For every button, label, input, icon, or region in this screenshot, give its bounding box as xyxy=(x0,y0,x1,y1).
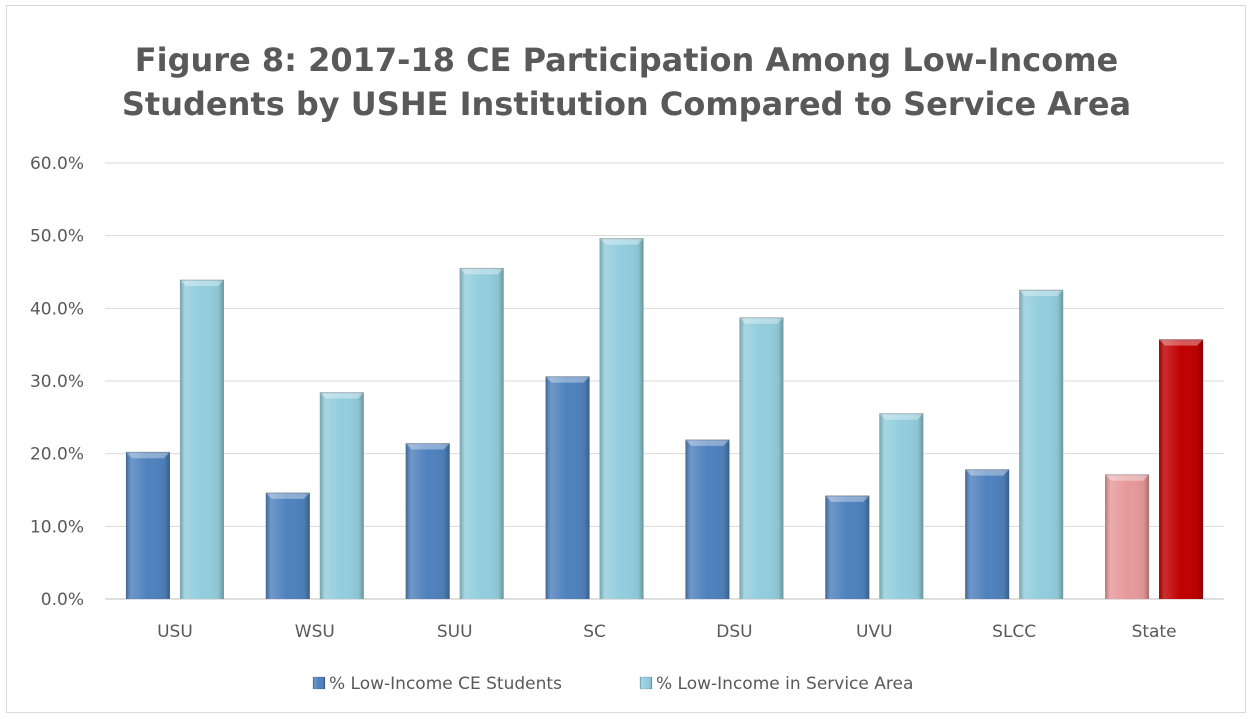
y-tick-label: 0.0% xyxy=(41,590,84,610)
bar-dsu-series-1 xyxy=(685,439,730,599)
bar-top-bevel xyxy=(1159,339,1204,346)
bar-shading xyxy=(459,268,504,599)
x-tick-label: WSU xyxy=(295,622,335,642)
bar-top-bevel xyxy=(965,469,1010,476)
bar-state-series-1 xyxy=(1105,474,1150,599)
bar-shading xyxy=(545,376,590,599)
x-tick-label: DSU xyxy=(716,622,752,642)
bar-slcc-series-2 xyxy=(1019,289,1064,599)
bar-shading xyxy=(265,492,310,599)
bar-top-bevel xyxy=(825,495,870,502)
legend-label: % Low-Income CE Students xyxy=(329,674,562,694)
bar-dsu-series-2 xyxy=(739,317,784,599)
bar-wsu-series-2 xyxy=(319,392,364,599)
y-tick-label: 20.0% xyxy=(30,445,84,465)
bar-shading xyxy=(1159,339,1204,599)
bar-uvu-series-2 xyxy=(879,413,924,599)
bar-top-bevel xyxy=(685,439,730,446)
bar-shading xyxy=(125,452,170,599)
bar-top-bevel xyxy=(459,268,504,275)
bar-sc-series-2 xyxy=(599,238,644,599)
x-tick-label: UVU xyxy=(856,622,893,642)
bar-shading xyxy=(879,413,924,599)
x-axis-ticks: USU WSU SUU SC DSU UVU SLCC State xyxy=(157,622,1176,642)
bar-top-bevel xyxy=(739,317,784,324)
bar-slcc-series-1 xyxy=(965,469,1010,599)
y-tick-label: 50.0% xyxy=(30,227,84,247)
bar-suu-series-2 xyxy=(459,267,504,599)
bar-uvu-series-1 xyxy=(825,495,870,599)
legend-label: % Low-Income in Service Area xyxy=(656,674,913,694)
legend: % Low-Income CE Students % Low-Income in … xyxy=(312,674,913,694)
bar-shading xyxy=(1105,474,1150,599)
bar-top-bevel xyxy=(599,238,644,245)
bar-shading xyxy=(1019,290,1064,599)
chart-title: Figure 8: 2017-18 CE Participation Among… xyxy=(0,38,1253,126)
x-tick-label: SUU xyxy=(437,622,473,642)
x-tick-label: SC xyxy=(583,622,606,642)
bar-usu-series-2 xyxy=(179,279,224,599)
chart-title-line-1: Figure 8: 2017-18 CE Participation Among… xyxy=(134,41,1119,79)
bar-shading xyxy=(965,469,1010,599)
x-tick-label: State xyxy=(1132,622,1177,642)
bar-suu-series-1 xyxy=(405,442,450,599)
bar-top-bevel xyxy=(125,452,170,459)
x-tick-label: USU xyxy=(157,622,193,642)
bar-shading xyxy=(739,317,784,599)
bar-top-bevel xyxy=(1105,474,1150,481)
y-tick-label: 60.0% xyxy=(30,154,84,174)
legend-item-series-1: % Low-Income CE Students xyxy=(312,674,562,694)
bar-top-bevel xyxy=(319,392,364,399)
y-axis-ticks: 0.0% 10.0% 20.0% 30.0% 40.0% 50.0% 60.0% xyxy=(30,154,84,610)
y-tick-label: 40.0% xyxy=(30,299,84,319)
y-tick-label: 30.0% xyxy=(30,372,84,392)
bar-sc-series-1 xyxy=(545,376,590,599)
chart-title-line-2: Students by USHE Institution Compared to… xyxy=(121,85,1132,123)
bar-state-series-2 xyxy=(1159,339,1204,599)
x-tick-label: SLCC xyxy=(992,622,1036,642)
bar-shading xyxy=(179,279,224,599)
bar-shading xyxy=(825,495,870,599)
bar-top-bevel xyxy=(1019,290,1064,297)
bar-wsu-series-1 xyxy=(265,492,310,599)
bar-shading xyxy=(405,443,450,599)
bar-top-bevel xyxy=(545,376,590,383)
legend-swatch-shading xyxy=(640,677,652,689)
legend-swatch-shading xyxy=(313,677,325,689)
bar-top-bevel xyxy=(265,492,310,499)
bar-shading xyxy=(599,238,644,599)
bar-top-bevel xyxy=(879,413,924,420)
y-tick-label: 10.0% xyxy=(30,517,84,537)
bar-shading xyxy=(685,439,730,599)
bar-top-bevel xyxy=(405,443,450,450)
legend-item-series-2: % Low-Income in Service Area xyxy=(639,674,913,694)
bars xyxy=(125,238,1204,599)
bar-shading xyxy=(319,392,364,599)
bar-top-bevel xyxy=(179,279,224,286)
bar-usu-series-1 xyxy=(125,451,170,599)
